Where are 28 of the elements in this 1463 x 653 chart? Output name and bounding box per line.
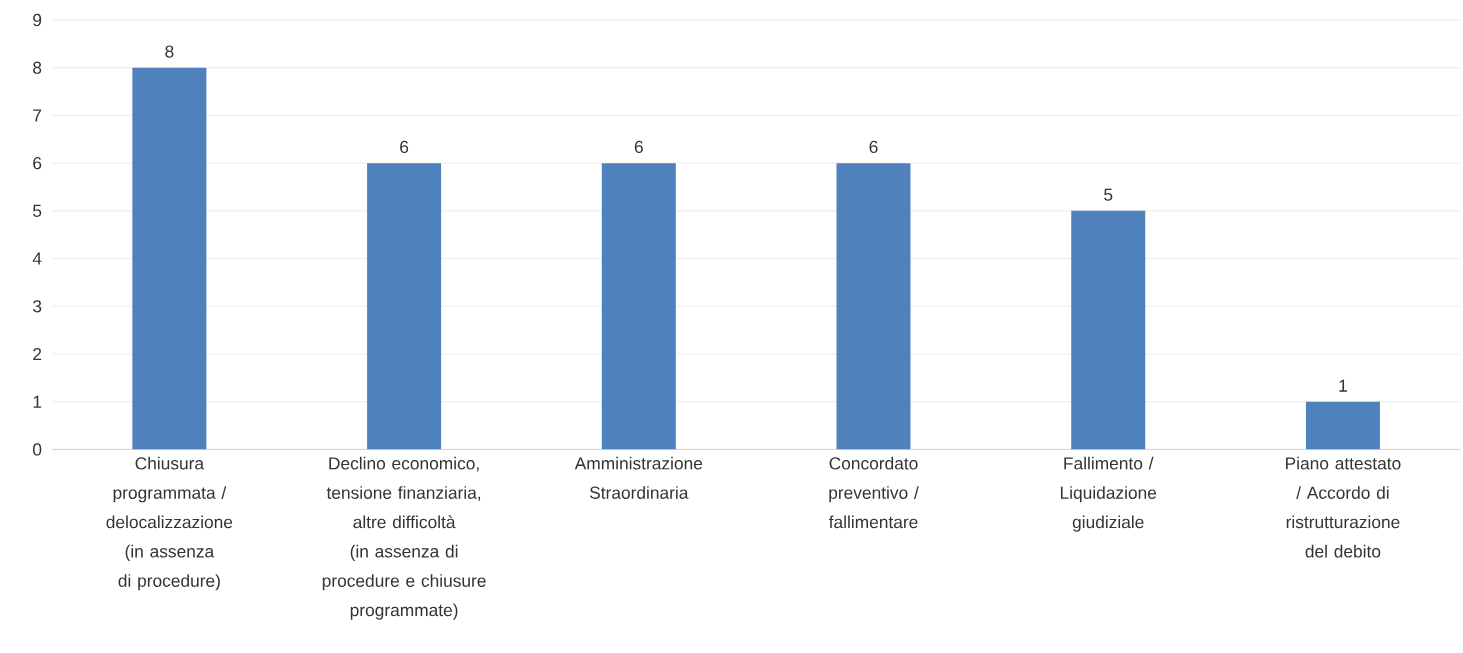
x-tick-label: Piano attestato / Accordo di ristrutturazione del debito — [1286, 456, 1401, 558]
bar — [601, 162, 676, 450]
x-tick-label: Chiusura programmata / delocalizzazione (in assenza di procedure) — [106, 456, 233, 591]
bar — [836, 162, 911, 450]
data-label: 6 — [869, 140, 878, 153]
data-label: 8 — [165, 45, 174, 58]
bar — [1071, 210, 1146, 450]
y-tick-label: 5 — [33, 204, 42, 217]
bar — [367, 162, 442, 450]
x-tick-label: Concordato preventivo / fallimentare — [828, 456, 919, 528]
data-label: 6 — [634, 140, 643, 153]
y-tick-label: 6 — [33, 156, 42, 170]
x-tick-label: Declino economico, tensione finanziaria, altre difficoltà (in assenza di procedure e chiusure programmate) — [322, 456, 486, 620]
x-tick-label: Amministrazione Straordinaria — [574, 456, 703, 499]
y-tick-label: 7 — [33, 109, 42, 122]
y-tick-label: 0 — [33, 443, 42, 456]
bar — [132, 67, 207, 450]
y-tick-label: 1 — [33, 395, 42, 408]
y-tick-label: 8 — [33, 61, 42, 74]
y-tick-label: 2 — [33, 347, 42, 360]
data-label: 5 — [1104, 188, 1113, 201]
x-tick-label: Fallimento / Liquidazione giudiziale — [1060, 456, 1157, 532]
data-label: 6 — [400, 140, 409, 153]
y-tick-label: 4 — [32, 252, 42, 265]
data-label: 1 — [1339, 379, 1347, 392]
y-tick-label: 3 — [33, 299, 42, 313]
y-tick-label: 9 — [33, 13, 42, 26]
bar — [1305, 401, 1380, 450]
